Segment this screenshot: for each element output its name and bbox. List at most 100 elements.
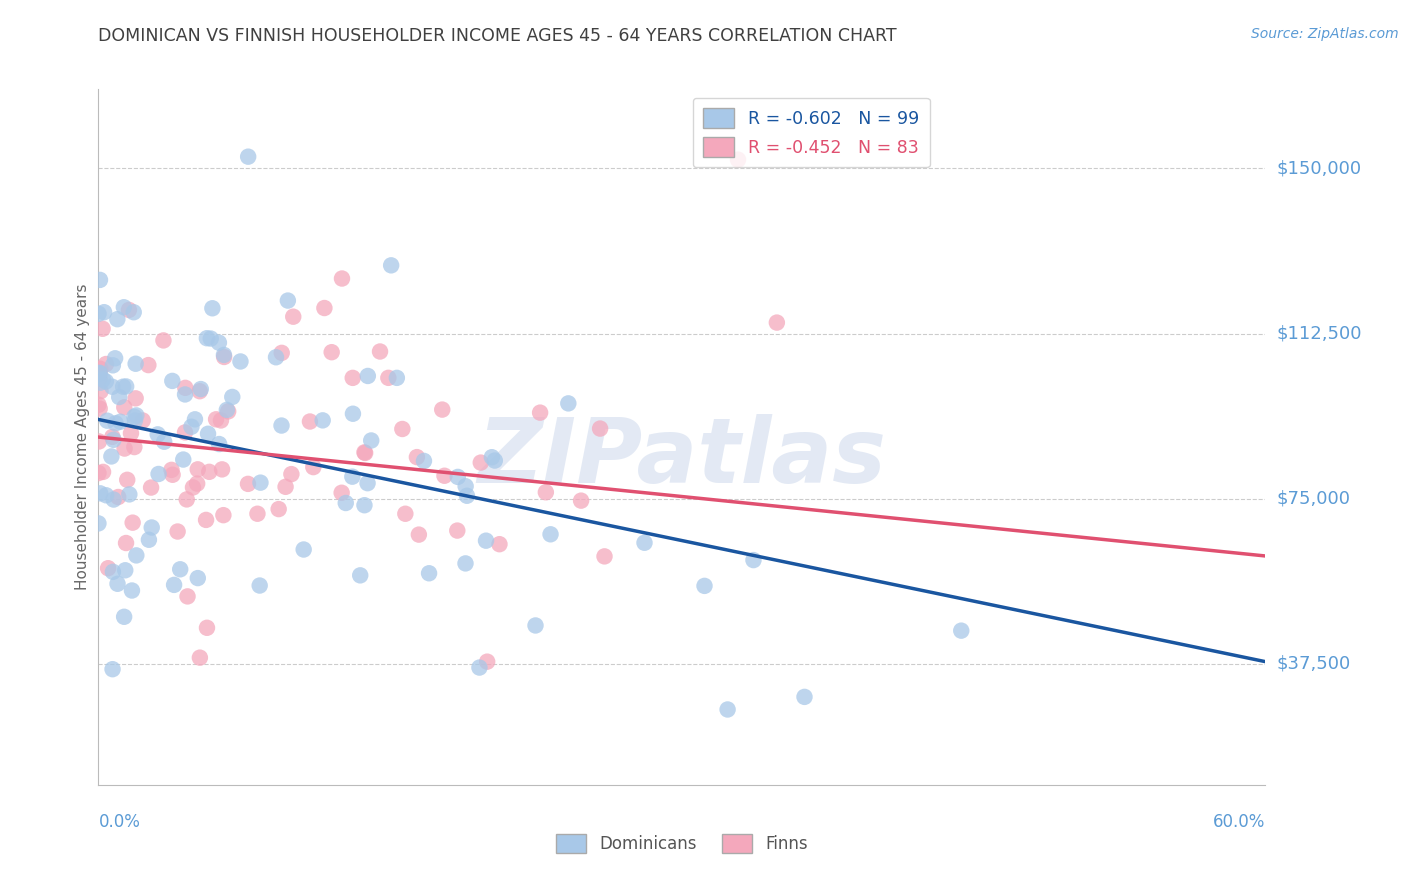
Text: 60.0%: 60.0%	[1213, 813, 1265, 830]
Point	[197, 426, 219, 441]
Point	[112, 401, 135, 415]
Point	[406, 450, 429, 464]
Point	[138, 533, 160, 547]
Point	[357, 368, 380, 383]
Point	[162, 374, 184, 388]
Point	[274, 480, 297, 494]
Point	[115, 473, 138, 487]
Point	[330, 271, 353, 285]
Text: $150,000: $150,000	[1277, 160, 1361, 178]
Point	[589, 421, 612, 435]
Point	[693, 579, 716, 593]
Text: ZIPatlas: ZIPatlas	[478, 414, 886, 502]
Point	[125, 409, 148, 423]
Point	[188, 650, 211, 665]
Point	[174, 387, 197, 401]
Point	[312, 413, 335, 427]
Point	[96, 414, 118, 428]
Point	[342, 371, 364, 385]
Point	[120, 426, 142, 441]
Point	[342, 469, 364, 483]
Point	[246, 507, 269, 521]
Point	[89, 366, 111, 380]
Point	[238, 150, 260, 164]
Point	[112, 609, 135, 624]
Point	[89, 401, 111, 416]
Point	[121, 583, 143, 598]
Point	[633, 535, 655, 549]
Point	[418, 566, 440, 581]
Y-axis label: Householder Income Ages 45 - 64 years: Householder Income Ages 45 - 64 years	[75, 284, 90, 591]
Point	[107, 490, 129, 504]
Point	[353, 445, 375, 459]
Point	[195, 331, 218, 345]
Point	[104, 351, 127, 366]
Point	[89, 366, 111, 380]
Point	[146, 427, 169, 442]
Text: $112,500: $112,500	[1277, 325, 1362, 343]
Point	[277, 293, 299, 308]
Point	[89, 361, 111, 376]
Point	[221, 390, 243, 404]
Point	[180, 419, 202, 434]
Point	[208, 335, 231, 350]
Point	[181, 480, 204, 494]
Point	[124, 392, 146, 406]
Text: $37,500: $37,500	[1277, 655, 1351, 673]
Point	[447, 470, 470, 484]
Point	[229, 354, 252, 368]
Point	[212, 348, 235, 362]
Point	[413, 454, 436, 468]
Point	[529, 406, 551, 420]
Point	[162, 467, 184, 482]
Point	[124, 440, 146, 454]
Point	[118, 487, 141, 501]
Text: $75,000: $75,000	[1277, 490, 1351, 508]
Point	[176, 590, 198, 604]
Point	[446, 524, 468, 538]
Point	[198, 465, 221, 479]
Point	[174, 381, 197, 395]
Point	[121, 516, 143, 530]
Point	[209, 413, 232, 427]
Point	[87, 398, 110, 412]
Point	[454, 479, 477, 493]
Point	[91, 465, 114, 479]
Point	[114, 563, 136, 577]
Point	[249, 578, 271, 592]
Point	[89, 367, 111, 381]
Point	[103, 492, 125, 507]
Point	[208, 437, 231, 451]
Point	[793, 690, 815, 704]
Point	[195, 621, 218, 635]
Point	[342, 407, 364, 421]
Point	[112, 300, 135, 314]
Point	[166, 524, 188, 539]
Point	[184, 412, 207, 426]
Point	[353, 498, 375, 512]
Point	[97, 561, 120, 575]
Point	[153, 434, 176, 449]
Point	[124, 409, 146, 424]
Point	[118, 302, 141, 317]
Point	[115, 536, 138, 550]
Point	[163, 578, 186, 592]
Point	[298, 415, 321, 429]
Point	[716, 702, 738, 716]
Point	[101, 380, 124, 394]
Point	[87, 466, 110, 480]
Text: Source: ZipAtlas.com: Source: ZipAtlas.com	[1251, 27, 1399, 41]
Point	[236, 476, 259, 491]
Point	[172, 452, 194, 467]
Point	[87, 307, 110, 321]
Point	[94, 488, 117, 502]
Point	[190, 382, 212, 396]
Point	[91, 372, 114, 386]
Point	[124, 413, 146, 427]
Point	[195, 513, 218, 527]
Point	[249, 475, 271, 490]
Point	[176, 492, 198, 507]
Point	[264, 351, 287, 365]
Point	[122, 305, 145, 319]
Point	[456, 489, 478, 503]
